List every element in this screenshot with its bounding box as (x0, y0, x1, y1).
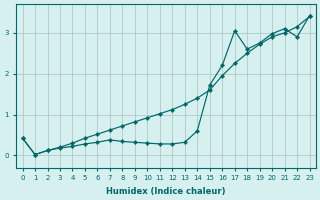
X-axis label: Humidex (Indice chaleur): Humidex (Indice chaleur) (106, 187, 226, 196)
